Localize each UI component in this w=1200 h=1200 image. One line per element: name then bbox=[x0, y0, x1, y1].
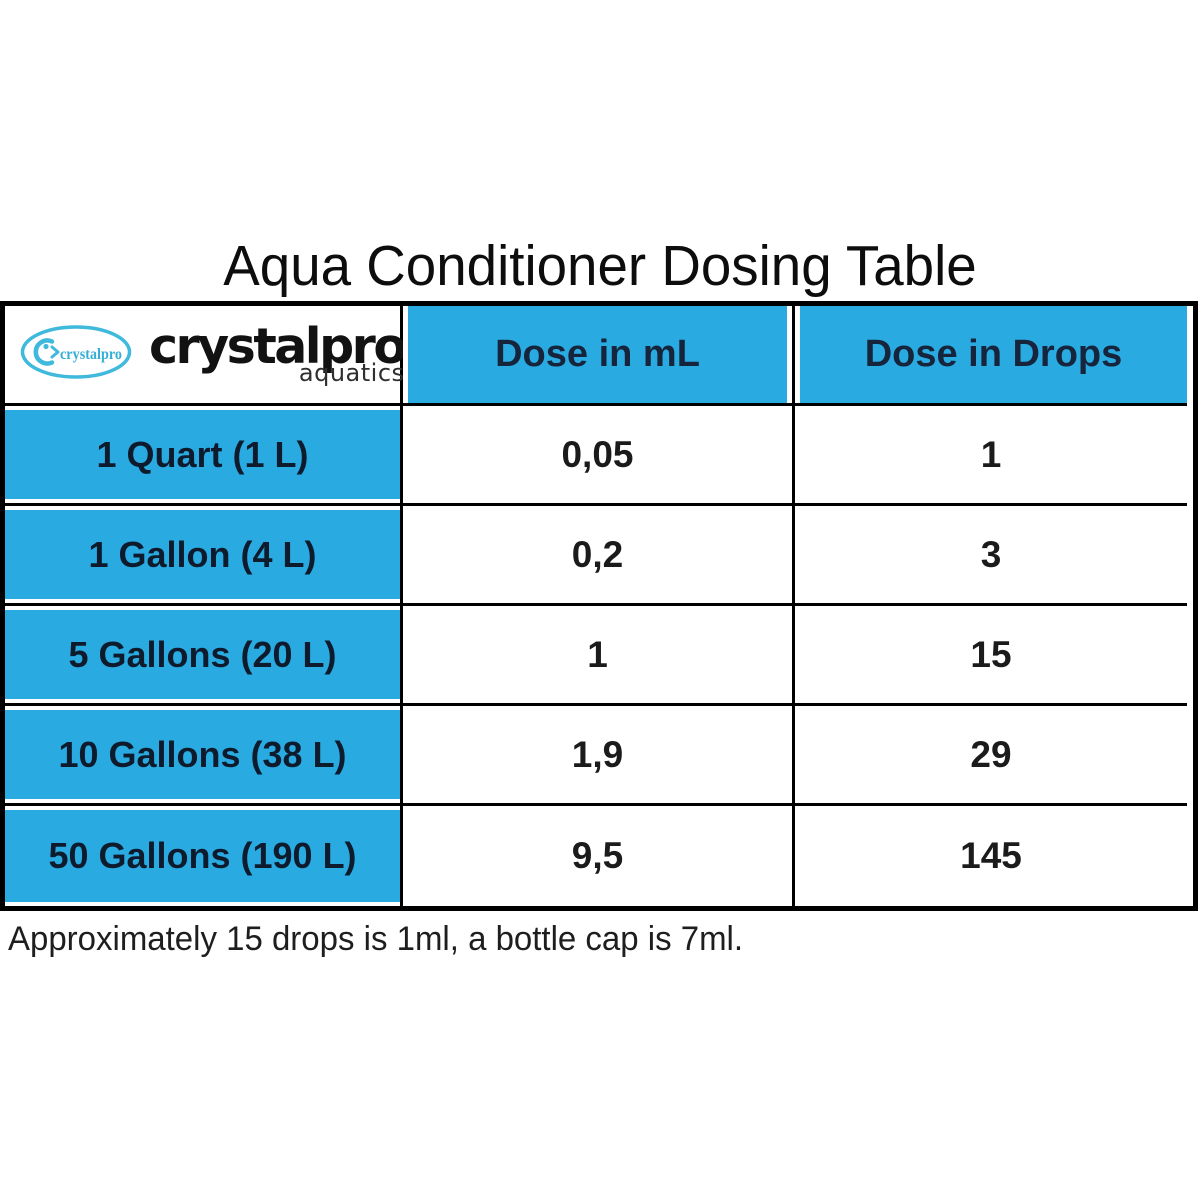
table-cell-dose-ml: 9,5 bbox=[403, 806, 795, 906]
brand-cell: crystalpro crystalpro aquatics bbox=[5, 306, 407, 406]
fish-icon bbox=[33, 338, 60, 366]
header-cell-dose-drops: Dose in Drops bbox=[795, 306, 1187, 406]
table-row-label: 50 Gallons (190 L) bbox=[5, 806, 403, 906]
footnote: Approximately 15 drops is 1ml, a bottle … bbox=[8, 920, 744, 958]
brand-wordmark-main: crystalpro bbox=[149, 318, 407, 375]
crystalpro-oval-logo: crystalpro bbox=[19, 323, 133, 386]
table-cell-dose-drops: 15 bbox=[795, 606, 1187, 706]
dosing-infographic: Aqua Conditioner Dosing Table crystalpro bbox=[0, 234, 1200, 1200]
table-cell-dose-ml: 1 bbox=[403, 606, 795, 706]
table-row-label: 5 Gallons (20 L) bbox=[5, 606, 403, 706]
table-cell-dose-drops: 145 bbox=[795, 806, 1187, 906]
header-cell-dose-ml: Dose in mL bbox=[403, 306, 795, 406]
table-cell-dose-ml: 0,05 bbox=[403, 406, 795, 506]
brand-wordmark: crystalpro aquatics bbox=[149, 318, 407, 387]
table-cell-dose-drops: 29 bbox=[795, 706, 1187, 806]
table-cell-dose-ml: 1,9 bbox=[403, 706, 795, 806]
table-cell-dose-drops: 1 bbox=[795, 406, 1187, 506]
logo-oval-text: crystalpro bbox=[60, 346, 122, 363]
brand-wordmark-sub: aquatics bbox=[298, 359, 405, 387]
header-label-dose-ml: Dose in mL bbox=[495, 333, 700, 375]
page-title: Aqua Conditioner Dosing Table bbox=[223, 234, 977, 298]
table-row-label: 10 Gallons (38 L) bbox=[5, 706, 403, 806]
dosing-table: crystalpro crystalpro aquatics Dose in m… bbox=[0, 301, 1198, 911]
table-row-label: 1 Gallon (4 L) bbox=[5, 506, 403, 606]
header-label-dose-drops: Dose in Drops bbox=[864, 333, 1123, 375]
table-row-label: 1 Quart (1 L) bbox=[5, 406, 403, 506]
table-cell-dose-ml: 0,2 bbox=[403, 506, 795, 606]
table-cell-dose-drops: 3 bbox=[795, 506, 1187, 606]
